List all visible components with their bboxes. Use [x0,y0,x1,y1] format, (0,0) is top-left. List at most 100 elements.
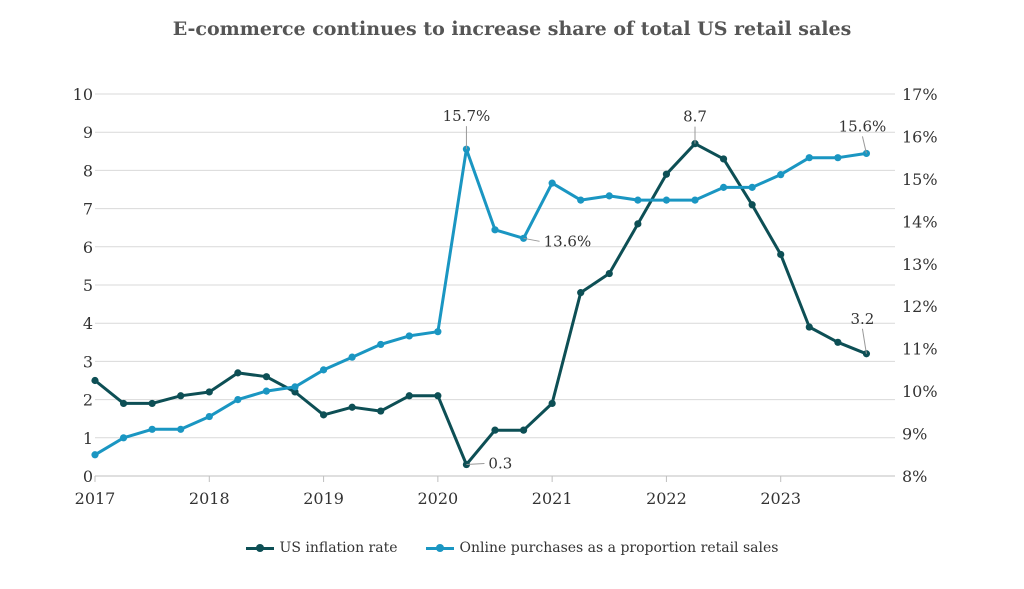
y-left-tick-label: 3 [83,352,93,371]
legend-label-online: Online purchases as a proportion retail … [459,540,779,556]
data-label: 8.7 [683,108,707,126]
legend-label-inflation: US inflation rate [279,540,398,556]
data-point-1 [834,154,842,162]
x-tick-label: 2021 [532,489,573,508]
data-point-0 [91,376,99,385]
y-left-tick-label: 9 [83,123,93,142]
data-point-0 [405,392,413,400]
data-point-0 [348,403,356,411]
chart-legend: US inflation rate Online purchases as a … [0,540,1024,556]
series-line-1 [94,147,867,457]
x-tick-label: 2022 [646,489,687,508]
data-point-0 [577,289,585,297]
data-point-1 [548,179,556,187]
data-point-1 [119,434,128,442]
y-right-tick-label: 12% [902,297,938,316]
data-point-0 [548,399,556,408]
y-right-tick-label: 17% [902,85,938,104]
annotation-leader [861,328,867,354]
annotation-leader [523,237,540,242]
legend-swatch-online [425,543,454,553]
legend-item-online: Online purchases as a proportion retail … [425,540,779,556]
data-point-0 [177,392,185,400]
data-label: 15.6% [839,117,887,135]
data-point-0 [148,399,156,408]
y-right-tick-label: 9% [902,425,927,444]
data-point-1 [719,183,728,191]
data-label: 13.6% [544,232,592,250]
y-left-tick-label: 6 [83,238,93,257]
data-point-1 [691,196,699,204]
data-point-1 [519,234,528,242]
data-label: 0.3 [488,455,512,473]
data-point-1 [262,387,271,395]
data-point-0 [262,373,271,381]
x-tick-label: 2020 [417,489,458,508]
data-point-1 [91,451,99,459]
y-right-tick-label: 11% [902,340,938,359]
data-point-1 [377,340,385,349]
data-point-0 [634,220,642,228]
y-left-tick-label: 1 [83,429,93,448]
data-point-1 [748,183,756,191]
series-line-0 [94,142,867,466]
legend-swatch-inflation [245,543,274,553]
data-point-0 [291,388,299,396]
x-tick-label: 2023 [760,489,801,508]
data-point-0 [234,369,242,377]
data-point-1 [777,171,785,179]
chart-title: E-commerce continues to increase share o… [172,18,852,40]
y-right-tick-label: 8% [902,467,927,486]
annotation-leader [466,463,485,466]
data-point-1 [805,154,813,162]
data-point-1 [577,196,585,204]
data-point-0 [205,388,213,396]
data-point-1 [234,396,242,404]
data-point-0 [319,411,328,419]
data-point-1 [434,328,442,336]
annotation-leader [861,136,867,154]
data-point-1 [634,196,642,204]
y-right-tick-label: 13% [902,255,938,274]
data-point-0 [805,323,813,331]
data-point-0 [519,426,528,434]
data-point-1 [148,425,156,433]
data-point-0 [605,269,613,278]
data-point-1 [177,425,185,433]
data-point-1 [605,192,613,200]
y-right-tick-label: 10% [902,382,938,401]
y-left-tick-label: 0 [83,467,93,486]
data-point-1 [291,383,299,391]
data-label: 3.2 [850,310,874,328]
legend-item-inflation: US inflation rate [245,540,398,556]
y-right-tick-label: 16% [902,127,938,146]
data-point-0 [491,426,499,434]
y-left-tick-label: 5 [83,276,93,295]
y-right-tick-label: 15% [902,170,938,189]
data-point-1 [491,226,499,234]
y-right-tick-label: 14% [902,212,938,231]
data-point-0 [434,392,442,400]
data-point-0 [119,399,128,408]
data-point-0 [662,170,671,178]
data-point-0 [834,338,842,346]
x-tick-label: 2019 [303,489,344,508]
x-tick-label: 2017 [75,489,116,508]
data-point-1 [348,353,356,361]
data-point-1 [662,196,671,204]
data-point-1 [205,412,213,421]
data-point-0 [377,407,385,415]
data-point-1 [319,366,328,374]
y-left-tick-label: 7 [83,200,93,219]
y-left-tick-label: 4 [83,314,93,333]
data-point-0 [777,250,785,259]
data-point-1 [405,332,413,340]
y-left-tick-label: 8 [83,161,93,180]
x-tick-label: 2018 [189,489,230,508]
y-left-tick-label: 2 [83,391,93,410]
data-point-0 [719,155,728,163]
data-label: 15.7% [443,107,491,125]
data-point-0 [748,201,756,209]
